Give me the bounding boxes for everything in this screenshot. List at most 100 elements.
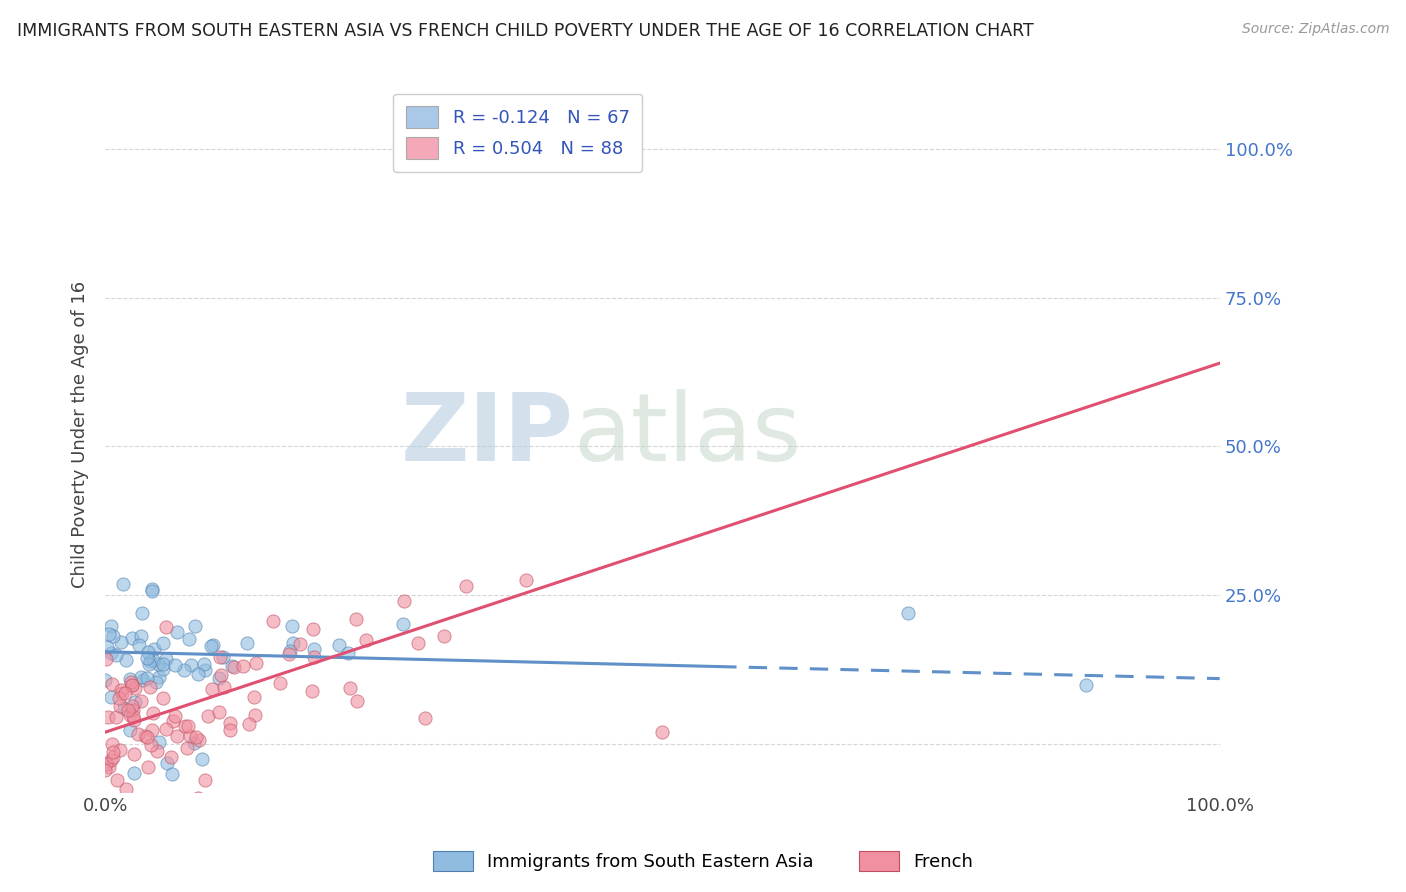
Point	[101, 745, 124, 759]
Point	[131, 606, 153, 620]
Point	[155, 651, 177, 665]
Point	[392, 617, 415, 632]
Point	[238, 717, 260, 731]
Point	[146, 744, 169, 758]
Point	[651, 725, 673, 739]
Point	[111, 686, 134, 700]
Point	[219, 715, 242, 730]
Point	[222, 660, 245, 674]
Point	[145, 675, 167, 690]
Point	[101, 629, 124, 643]
Point	[160, 766, 183, 780]
Point	[129, 629, 152, 643]
Point	[110, 682, 132, 697]
Point	[302, 642, 325, 657]
Point	[97, 709, 120, 723]
Point	[146, 657, 169, 671]
Point	[184, 731, 207, 745]
Text: atlas: atlas	[574, 389, 801, 481]
Point	[96, 756, 118, 771]
Point	[121, 632, 143, 646]
Point	[139, 654, 162, 668]
Point	[187, 791, 209, 805]
Point	[118, 673, 141, 687]
Point	[135, 671, 157, 685]
Point	[114, 686, 136, 700]
Point	[100, 690, 122, 705]
Point	[202, 638, 225, 652]
Point	[100, 619, 122, 633]
Legend: R = -0.124   N = 67, R = 0.504   N = 88: R = -0.124 N = 67, R = 0.504 N = 88	[392, 94, 643, 172]
Point	[193, 657, 215, 671]
Point	[100, 753, 122, 767]
Point	[114, 653, 136, 667]
Point	[141, 583, 163, 598]
Point	[165, 658, 187, 673]
Point	[129, 694, 152, 708]
Point	[148, 735, 170, 749]
Point	[346, 694, 368, 708]
Point	[148, 670, 170, 684]
Point	[115, 782, 138, 797]
Point	[108, 699, 131, 714]
Point	[138, 657, 160, 671]
Point	[112, 701, 135, 715]
Point	[194, 773, 217, 788]
Point	[219, 723, 242, 737]
Point	[262, 614, 284, 628]
Point	[221, 658, 243, 673]
Point	[176, 740, 198, 755]
Point	[415, 711, 437, 725]
Point	[243, 707, 266, 722]
Point	[174, 719, 197, 733]
Point	[118, 708, 141, 723]
Point	[136, 760, 159, 774]
Point	[269, 676, 291, 690]
Point	[180, 658, 202, 673]
Point	[177, 632, 200, 647]
Point	[124, 713, 146, 727]
Point	[94, 763, 117, 777]
Point	[155, 619, 177, 633]
Point	[120, 723, 142, 737]
Point	[515, 573, 537, 587]
Point	[98, 627, 121, 641]
Point	[328, 638, 350, 652]
Point	[128, 638, 150, 652]
Point	[117, 703, 139, 717]
Point	[454, 579, 477, 593]
Point	[142, 653, 165, 667]
Point	[152, 636, 174, 650]
Point	[108, 743, 131, 757]
Text: ZIP: ZIP	[401, 389, 574, 481]
Point	[344, 612, 367, 626]
Point	[141, 582, 163, 596]
Point	[163, 708, 186, 723]
Point	[124, 681, 146, 696]
Point	[179, 729, 201, 743]
Point	[96, 640, 118, 654]
Text: Source: ZipAtlas.com: Source: ZipAtlas.com	[1241, 22, 1389, 37]
Point	[155, 722, 177, 736]
Point	[236, 636, 259, 650]
Point	[142, 706, 165, 720]
Point	[897, 606, 920, 620]
Point	[136, 645, 159, 659]
Point	[183, 736, 205, 750]
Point	[159, 750, 181, 764]
Point	[101, 677, 124, 691]
Point	[139, 738, 162, 752]
Point	[138, 680, 160, 694]
Point	[105, 648, 128, 662]
Point	[190, 752, 212, 766]
Point	[100, 646, 122, 660]
Point	[127, 726, 149, 740]
Point	[152, 691, 174, 706]
Point	[232, 658, 254, 673]
Point	[97, 759, 120, 773]
Text: IMMIGRANTS FROM SOUTH EASTERN ASIA VS FRENCH CHILD POVERTY UNDER THE AGE OF 16 C: IMMIGRANTS FROM SOUTH EASTERN ASIA VS FR…	[17, 22, 1033, 40]
Point	[166, 729, 188, 743]
Point	[134, 730, 156, 744]
Point	[122, 747, 145, 761]
Point	[208, 649, 231, 664]
